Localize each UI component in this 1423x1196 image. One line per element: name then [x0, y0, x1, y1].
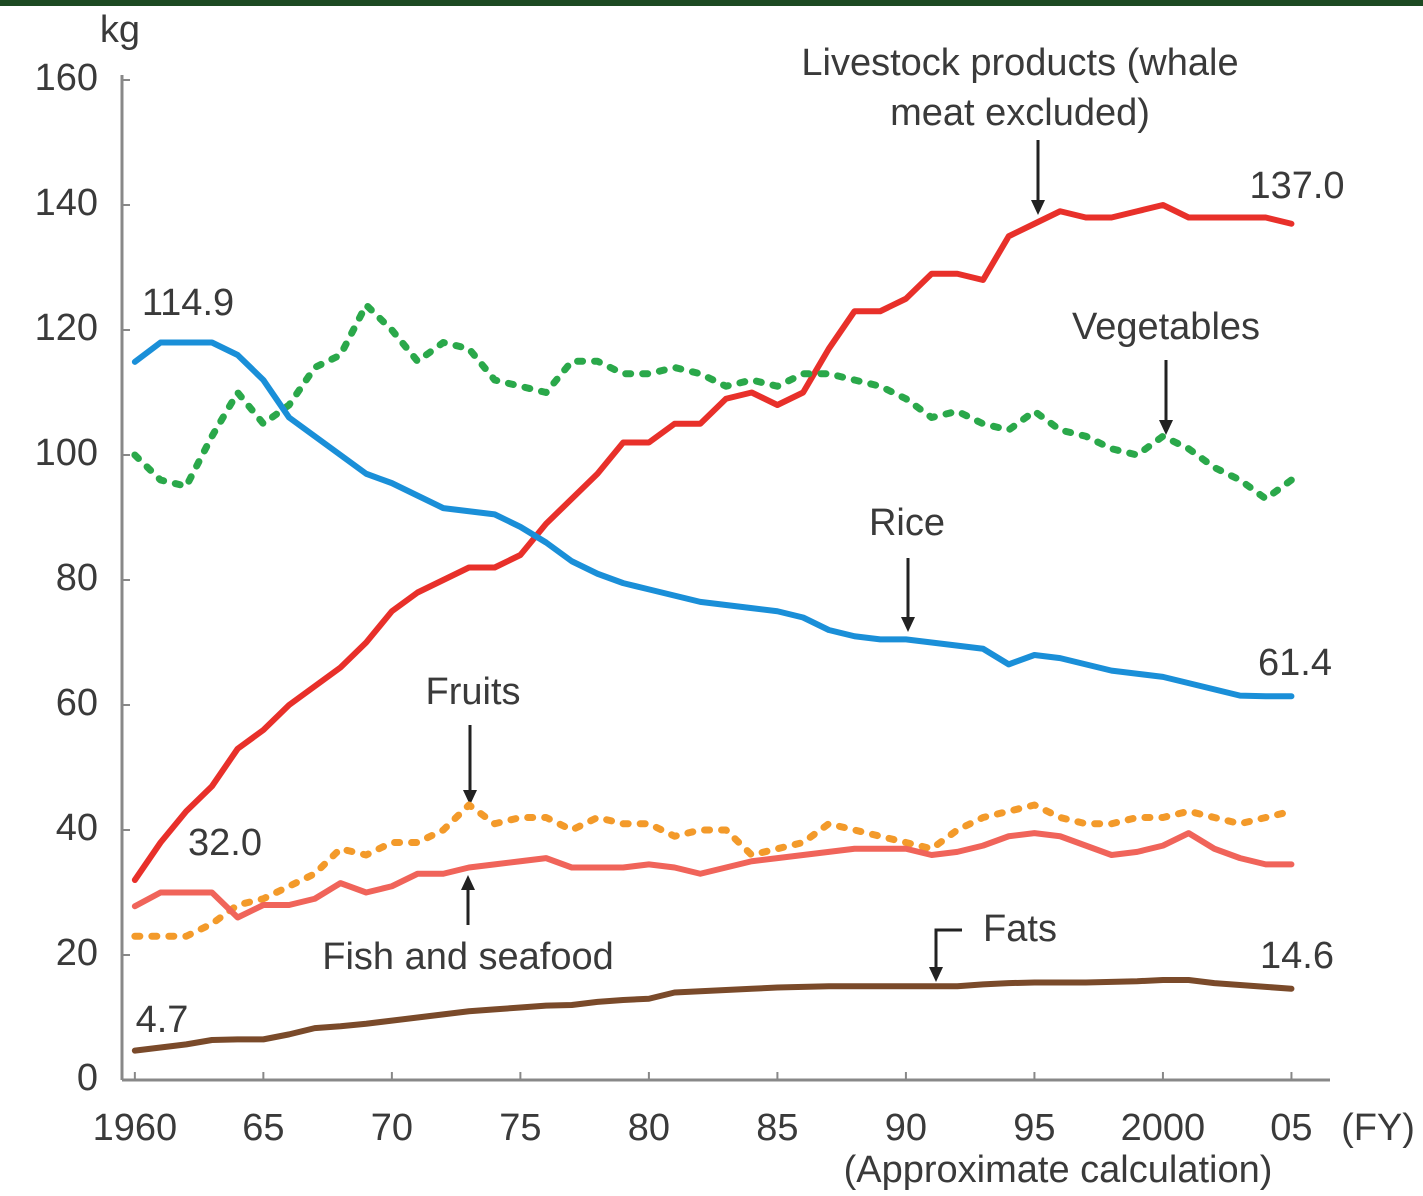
- y-tick-label: 80: [56, 557, 98, 599]
- x-tick-label: 80: [628, 1107, 670, 1149]
- series-label: Fruits: [425, 671, 521, 713]
- value-label: 114.9: [142, 282, 234, 324]
- series-line: [131, 339, 1295, 700]
- y-tick-label: 60: [56, 682, 98, 724]
- series-line: [131, 801, 1295, 940]
- y-tick-label: 140: [35, 182, 98, 224]
- value-label: 14.6: [1260, 935, 1334, 977]
- arrows: [466, 140, 1168, 972]
- top-band: [0, 0, 1423, 6]
- x-tick-label: 95: [1013, 1107, 1055, 1149]
- y-tick-label: 40: [56, 807, 98, 849]
- y-tick-label: 20: [56, 932, 98, 974]
- value-label: 137.0: [1249, 165, 1344, 207]
- x-tick-label: 85: [756, 1107, 798, 1149]
- series-label: Vegetables: [1071, 306, 1261, 348]
- arrow-heads: [461, 200, 1173, 982]
- y-axis-label: kg: [100, 9, 140, 51]
- y-tick-label: 120: [35, 307, 98, 349]
- x-tick-label: 65: [242, 1107, 284, 1149]
- series-label: Rice: [868, 502, 946, 544]
- x-note: (Approximate calculation): [844, 1149, 1273, 1191]
- y-tick-label: 100: [35, 432, 98, 474]
- series-label: Livestock products (whale meat excluded): [801, 42, 1239, 134]
- x-unit: (FY): [1341, 1107, 1415, 1149]
- x-tick-label: 75: [499, 1107, 541, 1149]
- x-tick-label: 05: [1270, 1107, 1312, 1149]
- series-label: Fish and seafood: [322, 936, 614, 978]
- series-line: [131, 301, 1295, 503]
- y-tick-label: 0: [77, 1057, 98, 1099]
- x-tick-label: 1960: [93, 1107, 178, 1149]
- y-tick-label: 160: [35, 57, 98, 99]
- x-tick-label: 90: [885, 1107, 927, 1149]
- series-line: [131, 977, 1295, 1054]
- x-tick-label: 70: [371, 1107, 413, 1149]
- value-label: 61.4: [1258, 642, 1332, 684]
- series-label: Fats: [983, 908, 1057, 950]
- x-tick-label: 2000: [1121, 1107, 1206, 1149]
- series-line: [131, 830, 1295, 921]
- series-line: [131, 202, 1295, 883]
- value-label: 32.0: [188, 822, 262, 864]
- value-label: 4.7: [136, 999, 189, 1041]
